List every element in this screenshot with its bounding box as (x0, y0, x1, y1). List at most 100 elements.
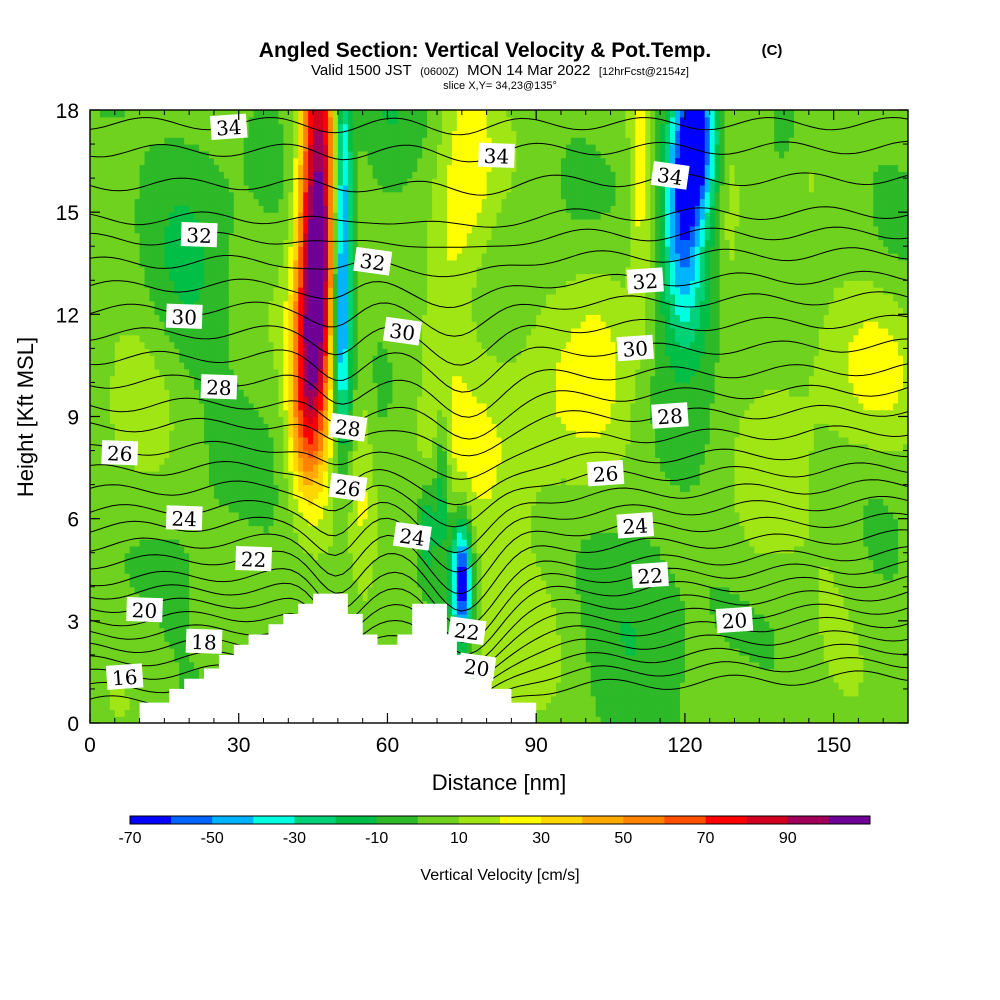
velocity-cell (327, 334, 334, 343)
velocity-cell (357, 293, 364, 302)
velocity-cell (218, 253, 225, 261)
velocity-cell (194, 164, 200, 172)
velocity-cell (208, 218, 215, 227)
velocity-cell (114, 545, 121, 554)
velocity-cell (99, 518, 106, 527)
velocity-cell (258, 586, 265, 595)
velocity-cell (114, 184, 121, 193)
velocity-cell (298, 355, 304, 363)
velocity-cell (114, 620, 121, 629)
velocity-cell (303, 566, 309, 574)
velocity-cell (278, 614, 284, 622)
velocity-cell (258, 396, 265, 404)
velocity-cell (109, 273, 116, 281)
velocity-cell (189, 110, 195, 118)
velocity-cell (283, 532, 289, 540)
velocity-cell (199, 205, 205, 213)
velocity-cell (283, 110, 289, 118)
velocity-cell (144, 205, 151, 213)
velocity-cell (159, 695, 165, 704)
velocity-cell (303, 198, 309, 206)
velocity-cell (129, 287, 136, 295)
velocity-cell (119, 654, 126, 663)
velocity-cell (114, 246, 121, 254)
velocity-cell (99, 389, 106, 397)
velocity-cell (228, 287, 235, 295)
velocity-cell (318, 327, 324, 336)
velocity-cell (119, 110, 126, 118)
velocity-cell (124, 314, 131, 322)
velocity-cell (278, 593, 284, 601)
velocity-cell (99, 566, 106, 574)
velocity-cell (303, 266, 309, 275)
velocity-cell (159, 191, 165, 200)
velocity-cell (208, 144, 215, 152)
velocity-cell (332, 110, 339, 118)
velocity-cell (184, 389, 190, 397)
velocity-cell (288, 396, 294, 404)
velocity-cell (194, 293, 200, 302)
velocity-cell (139, 232, 146, 241)
velocity-cell (327, 171, 334, 179)
velocity-cell (124, 498, 131, 506)
chart-title: Angled Section: Vertical Velocity & Pot.… (259, 39, 711, 62)
velocity-cell (233, 266, 240, 275)
velocity-cell (204, 157, 210, 166)
velocity-cell (114, 334, 121, 343)
velocity-cell (114, 688, 121, 697)
velocity-cell (164, 450, 170, 458)
velocity-cell (139, 137, 146, 145)
velocity-cell (352, 586, 359, 595)
velocity-cell (243, 300, 250, 309)
velocity-cell (357, 327, 364, 336)
velocity-cell (164, 607, 170, 615)
velocity-cell (248, 307, 255, 315)
velocity-cell (263, 218, 270, 227)
velocity-cell (149, 232, 156, 241)
velocity-cell (278, 246, 284, 254)
velocity-cell (318, 205, 324, 213)
velocity-cell (342, 382, 349, 390)
velocity-cell (129, 110, 136, 118)
velocity-cell (169, 389, 175, 397)
velocity-cell (303, 436, 309, 445)
velocity-cell (174, 164, 180, 172)
velocity-cell (189, 614, 195, 622)
velocity-cell (323, 511, 329, 520)
velocity-cell (154, 620, 161, 629)
velocity-cell (144, 579, 151, 588)
velocity-cell (243, 280, 250, 288)
velocity-cell (308, 477, 314, 486)
velocity-cell (174, 634, 180, 642)
velocity-cell (179, 157, 185, 166)
velocity-cell (159, 396, 165, 404)
velocity-cell (233, 150, 240, 159)
velocity-cell (144, 300, 151, 309)
velocity-cell (199, 477, 205, 486)
velocity-cell (268, 409, 275, 418)
velocity-cell (109, 164, 116, 172)
velocity-cell (323, 150, 329, 159)
velocity-cell (189, 477, 195, 486)
velocity-cell (332, 259, 339, 268)
velocity-cell (194, 150, 200, 159)
velocity-cell (204, 362, 210, 370)
velocity-cell (204, 620, 210, 629)
velocity-cell (258, 416, 265, 424)
velocity-cell (327, 178, 334, 186)
velocity-cell (253, 396, 260, 404)
velocity-cell (308, 416, 314, 424)
velocity-cell (273, 396, 279, 404)
velocity-cell (293, 334, 299, 343)
velocity-cell (223, 593, 230, 601)
velocity-cell (342, 205, 349, 213)
velocity-cell (124, 484, 131, 493)
velocity-cell (199, 443, 205, 452)
velocity-cell (233, 198, 240, 206)
velocity-cell (243, 436, 250, 445)
velocity-cell (94, 579, 101, 588)
velocity-cell (273, 586, 279, 595)
velocity-cell (318, 525, 324, 533)
velocity-cell (323, 498, 329, 506)
velocity-cell (298, 116, 304, 125)
